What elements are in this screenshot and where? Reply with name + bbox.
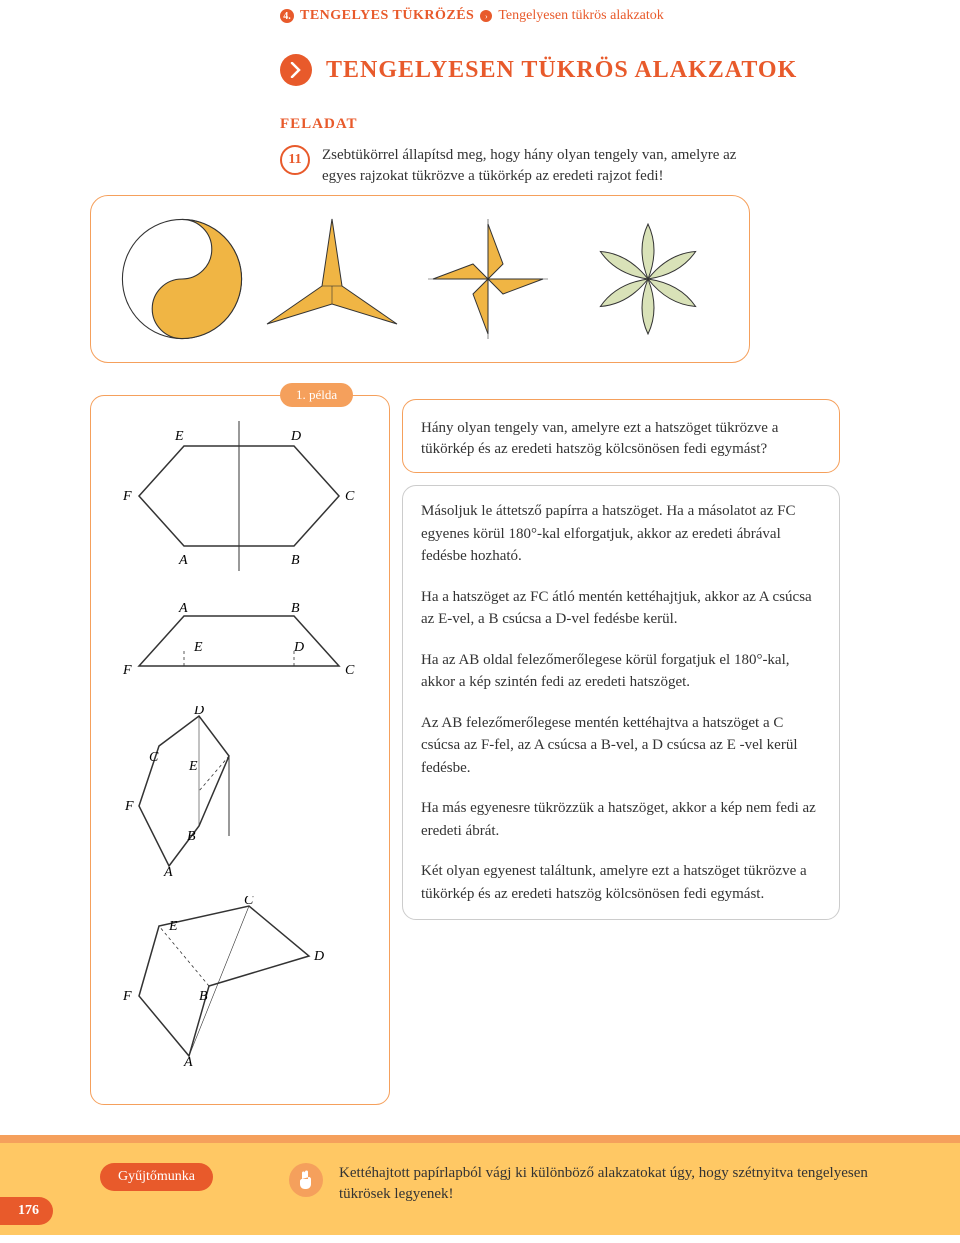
vertex-A: A xyxy=(163,865,173,876)
footer-strip xyxy=(0,1135,960,1143)
hexagon-diagram-1: A B C D E F xyxy=(109,416,371,576)
diagrams-column: A B C D E F A B C D xyxy=(90,395,390,1105)
gyujtomunka-pill: Gyűjtőmunka xyxy=(100,1163,213,1191)
breadcrumb: 4. TENGELYES TÜKRÖZÉS › Tengelyesen tükr… xyxy=(60,8,900,24)
answer-p2: Ha a hatszöget az FC átló mentén kettéha… xyxy=(421,586,821,631)
vertex-D: D xyxy=(293,640,304,655)
shape-tristar xyxy=(262,214,402,344)
hand-icon xyxy=(289,1163,323,1197)
vertex-C: C xyxy=(345,489,355,504)
task-number: 11 xyxy=(280,145,310,175)
vertex-C: C xyxy=(345,663,355,678)
vertex-B: B xyxy=(291,601,300,616)
footer-block: Gyűjtőmunka Kettéhajtott papírlapból vág… xyxy=(0,1143,960,1235)
vertex-F: F xyxy=(124,799,134,814)
answer-p1: Másoljuk le áttetsző papírra a hatszöget… xyxy=(421,500,821,568)
answer-p6: Két olyan egyenest találtunk, amelyre ez… xyxy=(421,860,821,905)
footer-text: Kettéhajtott papírlapból vágj ki különbö… xyxy=(339,1163,900,1205)
answer-p5: Ha más egyenesre tükrözzük a hatszöget, … xyxy=(421,797,821,842)
chapter-bullet: 4. xyxy=(280,9,294,23)
page-number: 176 xyxy=(0,1197,53,1225)
vertex-E: E xyxy=(188,759,198,774)
vertex-E: E xyxy=(193,640,203,655)
section-title: TENGELYESEN TÜKRÖS ALAKZATOK xyxy=(326,57,797,84)
answer-p3: Ha az AB oldal felezőmerőlegese körül fo… xyxy=(421,649,821,694)
feladat-label: FELADAT xyxy=(60,116,900,133)
example-answer: Másoljuk le áttetsző papírra a hatszöget… xyxy=(402,485,840,920)
vertex-A: A xyxy=(178,553,188,568)
vertex-D: D xyxy=(313,949,324,964)
section-chevron-icon xyxy=(280,54,312,86)
hexagon-diagram-4: A B C D E F xyxy=(109,896,371,1066)
example-question: Hány olyan tengely van, amelyre ezt a ha… xyxy=(402,399,840,473)
shapes-panel xyxy=(90,195,750,363)
answer-p4: Az AB felezőmerőlegese mentén kettéhajtv… xyxy=(421,712,821,780)
task-text: Zsebtükörrel állapítsd meg, hogy hány ol… xyxy=(322,145,900,187)
chapter-title: TENGELYES TÜKRÖZÉS xyxy=(300,8,474,24)
vertex-C: C xyxy=(149,750,159,765)
vertex-F: F xyxy=(122,989,132,1004)
shape-flower xyxy=(573,214,723,344)
vertex-C: C xyxy=(244,896,254,908)
vertex-A: A xyxy=(183,1055,193,1066)
shape-yinyang xyxy=(117,214,247,344)
hexagon-diagram-2: A B C D E F xyxy=(109,596,371,686)
chevron-icon: › xyxy=(480,10,492,22)
chapter-sub: Tengelyesen tükrös alakzatok xyxy=(498,8,663,24)
vertex-D: D xyxy=(290,429,301,444)
example-pill: 1. példa xyxy=(280,383,353,407)
vertex-B: B xyxy=(291,553,300,568)
vertex-B: B xyxy=(199,989,208,1004)
vertex-A: A xyxy=(178,601,188,616)
vertex-D: D xyxy=(193,706,204,718)
shape-pinwheel xyxy=(418,214,558,344)
vertex-E: E xyxy=(174,429,184,444)
vertex-E: E xyxy=(168,919,178,934)
vertex-F: F xyxy=(122,663,132,678)
hexagon-diagram-3: A B C D E F xyxy=(109,706,371,876)
vertex-B: B xyxy=(187,829,196,844)
vertex-F: F xyxy=(122,489,132,504)
